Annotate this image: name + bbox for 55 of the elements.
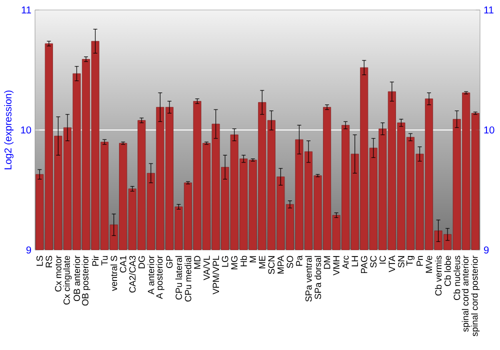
x-tick-label: OB posterior: [82, 256, 90, 306]
x-tick-label: spinal cord anterior: [462, 256, 470, 332]
x-tick-label: Cb lobe: [444, 256, 451, 286]
x-tick-label: Cb nucleus: [454, 256, 460, 300]
x-tick-label: VTA: [388, 255, 396, 272]
x-tick-label: SO: [286, 256, 294, 268]
x-tick-label: Cb vermis: [434, 256, 442, 296]
y2-tick-label: 9: [484, 246, 489, 254]
x-tick-label: CPu medial: [184, 256, 192, 302]
y-tick-label: 10: [21, 126, 32, 134]
x-tick-label: DM: [324, 256, 330, 269]
x-tick-label: A anterior: [148, 256, 154, 294]
x-tick-label: VPM/VPL: [212, 256, 220, 294]
x-tick-label: Pir: [92, 256, 99, 266]
x-tick-label: Cx cingulate: [63, 256, 72, 305]
x-tick-label: Hb: [240, 256, 247, 266]
x-tick-label: Arc: [342, 256, 349, 269]
x-tick-label: SPa ventral: [305, 256, 312, 302]
y-tick-label: 11: [22, 6, 31, 14]
x-tick-label: MG: [231, 256, 238, 270]
x-tick-label: SN: [398, 256, 404, 268]
x-tick-label: Pn: [416, 256, 423, 266]
x-tick-label: SCN: [268, 256, 275, 274]
x-tick-label: OB anterior: [73, 256, 80, 302]
y-axis-title: Log2 (expression): [4, 90, 14, 170]
x-tick-label: VA/VL: [203, 256, 210, 280]
y2-tick-label: 10: [484, 126, 494, 134]
x-tick-label: Pa: [296, 255, 302, 266]
x-tick-label: SC: [370, 256, 377, 268]
x-tick-label: Tg: [406, 256, 414, 266]
x-tick-label: IC: [379, 256, 386, 264]
x-tick-label: VMH: [333, 256, 340, 276]
x-tick-label: CA2/CA3: [129, 256, 136, 293]
x-tick-label: LH: [352, 256, 358, 266]
x-tick-label: CPu lateral: [175, 256, 182, 300]
x-tick-label: DG: [138, 256, 145, 268]
x-tick-label: spinal cord posterior: [471, 256, 480, 336]
x-tick-label: RS: [46, 256, 52, 268]
y-tick-label: 9: [26, 246, 32, 254]
x-tick-label: SPa dorsal: [314, 256, 322, 300]
x-tick-label: GP: [166, 256, 173, 268]
x-tick-label: Tu: [101, 256, 108, 266]
x-tick-label: M: [250, 256, 256, 262]
x-tick-label: PAG: [360, 256, 368, 274]
x-tick-label: MPA: [278, 255, 284, 274]
x-tick-label: LS: [36, 256, 43, 266]
x-tick-label: LG: [222, 256, 228, 267]
y2-tick-label: 11: [484, 6, 494, 14]
x-tick-label: Cx motor: [54, 256, 62, 292]
x-tick-label: MVe: [426, 256, 432, 273]
x-tick-label: CA1: [120, 256, 126, 273]
x-tick-label: ventral S: [110, 256, 118, 291]
x-tick-label: ME: [259, 256, 266, 268]
x-tick-label: A posterior: [156, 256, 164, 299]
x-tick-label: MD: [194, 256, 200, 269]
